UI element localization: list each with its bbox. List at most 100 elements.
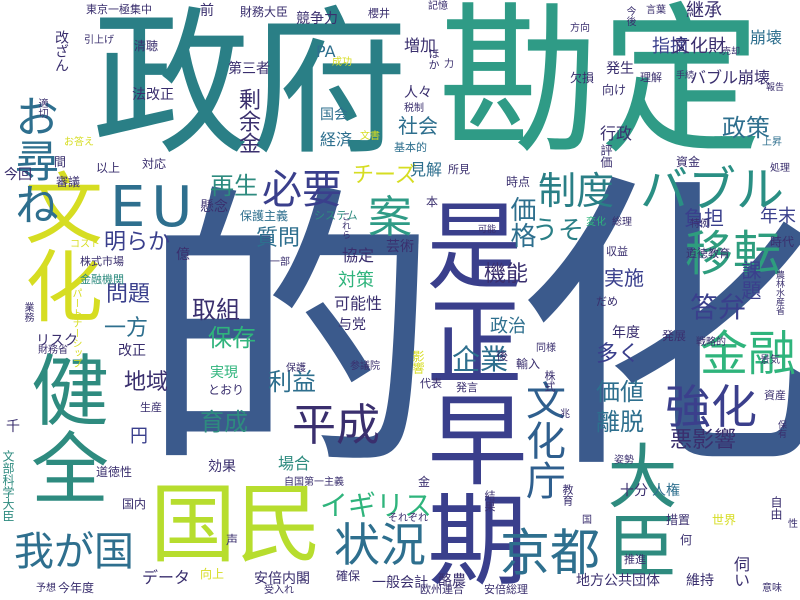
word-igirisu: イギリス bbox=[320, 489, 433, 522]
word-eikyou: 影響 bbox=[411, 350, 425, 374]
word-kuni: 国 bbox=[582, 515, 592, 526]
word-ippou: 一方 bbox=[104, 316, 149, 341]
word-partnership: パートナーシップ bbox=[70, 288, 81, 368]
word-hozon: 保存 bbox=[208, 324, 256, 352]
word-houkoku: 報告 bbox=[766, 83, 785, 93]
word-bunkachou: 文化庁 bbox=[519, 380, 565, 500]
word-jouyokin: 剰余金 bbox=[235, 88, 260, 154]
word-aida: 間 bbox=[54, 155, 67, 169]
word-hikiage: 引上げ bbox=[84, 35, 114, 46]
word-chiiki: 地域 bbox=[124, 370, 169, 395]
word-daihyou: 代表 bbox=[420, 377, 442, 390]
word-geijutsu: 芸術 bbox=[386, 239, 414, 255]
word-oku: 億 bbox=[176, 247, 190, 263]
word-hitsuyou: 必要 bbox=[262, 167, 342, 213]
word-bunka: 文化 bbox=[12, 168, 102, 324]
word-ukeire: 受入れ bbox=[264, 585, 294, 596]
word-oushuurengou: 欧州連合 bbox=[420, 583, 464, 596]
word-nenmatsu: 年末 bbox=[760, 206, 796, 227]
word-gyousei: 行政 bbox=[600, 124, 633, 143]
word-mondai: 問題 bbox=[106, 282, 151, 307]
word-keiki: 景気 bbox=[760, 355, 780, 366]
word-kokkai: 国会 bbox=[320, 107, 348, 123]
word-kadai: 課題 bbox=[738, 260, 762, 300]
word-keishou: 継承 bbox=[686, 0, 722, 21]
word-muke: 向け bbox=[602, 83, 627, 97]
word-doutokusei: 道徳性 bbox=[96, 465, 133, 479]
word-uso: うそ bbox=[532, 216, 585, 246]
word-kinou: 機能 bbox=[484, 262, 529, 287]
word-rakunou: 酪農 bbox=[438, 573, 466, 589]
word-kyouiku: 教育 bbox=[561, 484, 574, 506]
word-kanou: 可能 bbox=[478, 225, 497, 235]
word-seisan: 生産 bbox=[140, 401, 162, 414]
word-zesei: 是正 bbox=[410, 196, 522, 388]
word-yosou: 予想 bbox=[36, 583, 56, 594]
word-sakurai: 櫻井 bbox=[368, 7, 390, 20]
word-toori: とおり bbox=[208, 383, 245, 397]
word-koujou: 向上 bbox=[200, 567, 225, 581]
word-touben: 答弁 bbox=[690, 291, 747, 324]
word-torikumi: 取組 bbox=[192, 296, 240, 324]
word-taisaku: 対策 bbox=[338, 270, 374, 291]
word-abenaikaku: 安倍内閣 bbox=[254, 571, 310, 587]
word-kongo: 今後 bbox=[624, 6, 635, 26]
word-nendo: 年度 bbox=[612, 325, 640, 341]
word-houkai: 崩壊 bbox=[750, 28, 783, 47]
word-shisan: 資産 bbox=[764, 389, 786, 402]
word-kin: 金 bbox=[418, 475, 431, 489]
word-shueki: 収益 bbox=[606, 245, 628, 258]
word-koe: 声 bbox=[226, 533, 239, 547]
word-pa: PA bbox=[316, 42, 336, 61]
word-kanjou: 勘定 bbox=[438, 0, 762, 177]
word-hon: 本 bbox=[426, 195, 439, 209]
word-hatten: 発展 bbox=[662, 329, 687, 343]
word-kyousouryoku: 競争力 bbox=[296, 11, 338, 27]
word-gyoumu: 業務 bbox=[22, 302, 33, 322]
word-futan: 負担 bbox=[684, 206, 724, 230]
word-sangiin: 参議院 bbox=[350, 361, 380, 372]
word-kihonteki: 基本的 bbox=[394, 141, 427, 154]
word-akueikyou: 悪影響 bbox=[670, 428, 737, 453]
word-okotae: お答え bbox=[64, 137, 94, 148]
word-kesson: 欠損 bbox=[570, 71, 595, 85]
word-chihoukoukyou: 地方公共団体 bbox=[576, 573, 660, 589]
word-kenkai: 見解 bbox=[410, 160, 443, 179]
word-ikusei: 育成 bbox=[200, 408, 248, 436]
word-kyouto: 京都 bbox=[500, 524, 600, 582]
word-shingi: 審議 bbox=[56, 175, 81, 189]
word-hogoshugi: 保護主義 bbox=[240, 209, 289, 223]
word-kaisei: 改正 bbox=[118, 343, 146, 359]
word-kyoutei: 協定 bbox=[342, 246, 375, 265]
word-ichibu: 一部 bbox=[270, 257, 290, 268]
word-bunsho: 文書 bbox=[360, 131, 380, 142]
word-bubble: バブル bbox=[640, 162, 785, 218]
word-iten: 移転 bbox=[685, 226, 782, 282]
word-hassei: 発生 bbox=[606, 61, 634, 77]
word-korera: これら bbox=[340, 212, 350, 239]
word-an: 案 bbox=[368, 192, 412, 243]
word-zaimudaijin: 財務大臣 bbox=[240, 5, 289, 19]
word-kabushikishijou: 株式市場 bbox=[80, 255, 124, 268]
word-sekai: 世界 bbox=[712, 513, 737, 527]
word-kokumin: 国民 bbox=[150, 475, 322, 575]
word-system: システム bbox=[314, 209, 358, 222]
word-houkaisei: 法改正 bbox=[132, 87, 174, 103]
word-souri: 総理 bbox=[612, 217, 632, 228]
word-keizai: 経済 bbox=[320, 130, 353, 149]
word-heisei: 平成 bbox=[292, 400, 380, 451]
word-seido: 制度 bbox=[538, 169, 615, 213]
word-hitobito: 人々 bbox=[404, 85, 432, 101]
word-daijin: 大臣 bbox=[596, 440, 678, 580]
word-sen: 千 bbox=[6, 419, 20, 435]
word-hyouka: 評価 bbox=[599, 144, 613, 168]
word-iji: 維持 bbox=[686, 573, 714, 589]
word-yunyuu: 輸入 bbox=[516, 357, 541, 371]
word-kachi: 価値 bbox=[596, 378, 644, 406]
word-teki: 的 bbox=[140, 161, 440, 510]
word-ippankaikei: 一般会計 bbox=[372, 575, 428, 591]
word-nourin: 農林水産省 bbox=[774, 270, 784, 315]
word-sei: 性 bbox=[788, 519, 798, 530]
word-shitsumon: 質問 bbox=[256, 226, 301, 251]
